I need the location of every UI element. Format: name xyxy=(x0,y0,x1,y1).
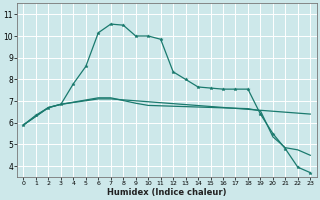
X-axis label: Humidex (Indice chaleur): Humidex (Indice chaleur) xyxy=(107,188,227,197)
